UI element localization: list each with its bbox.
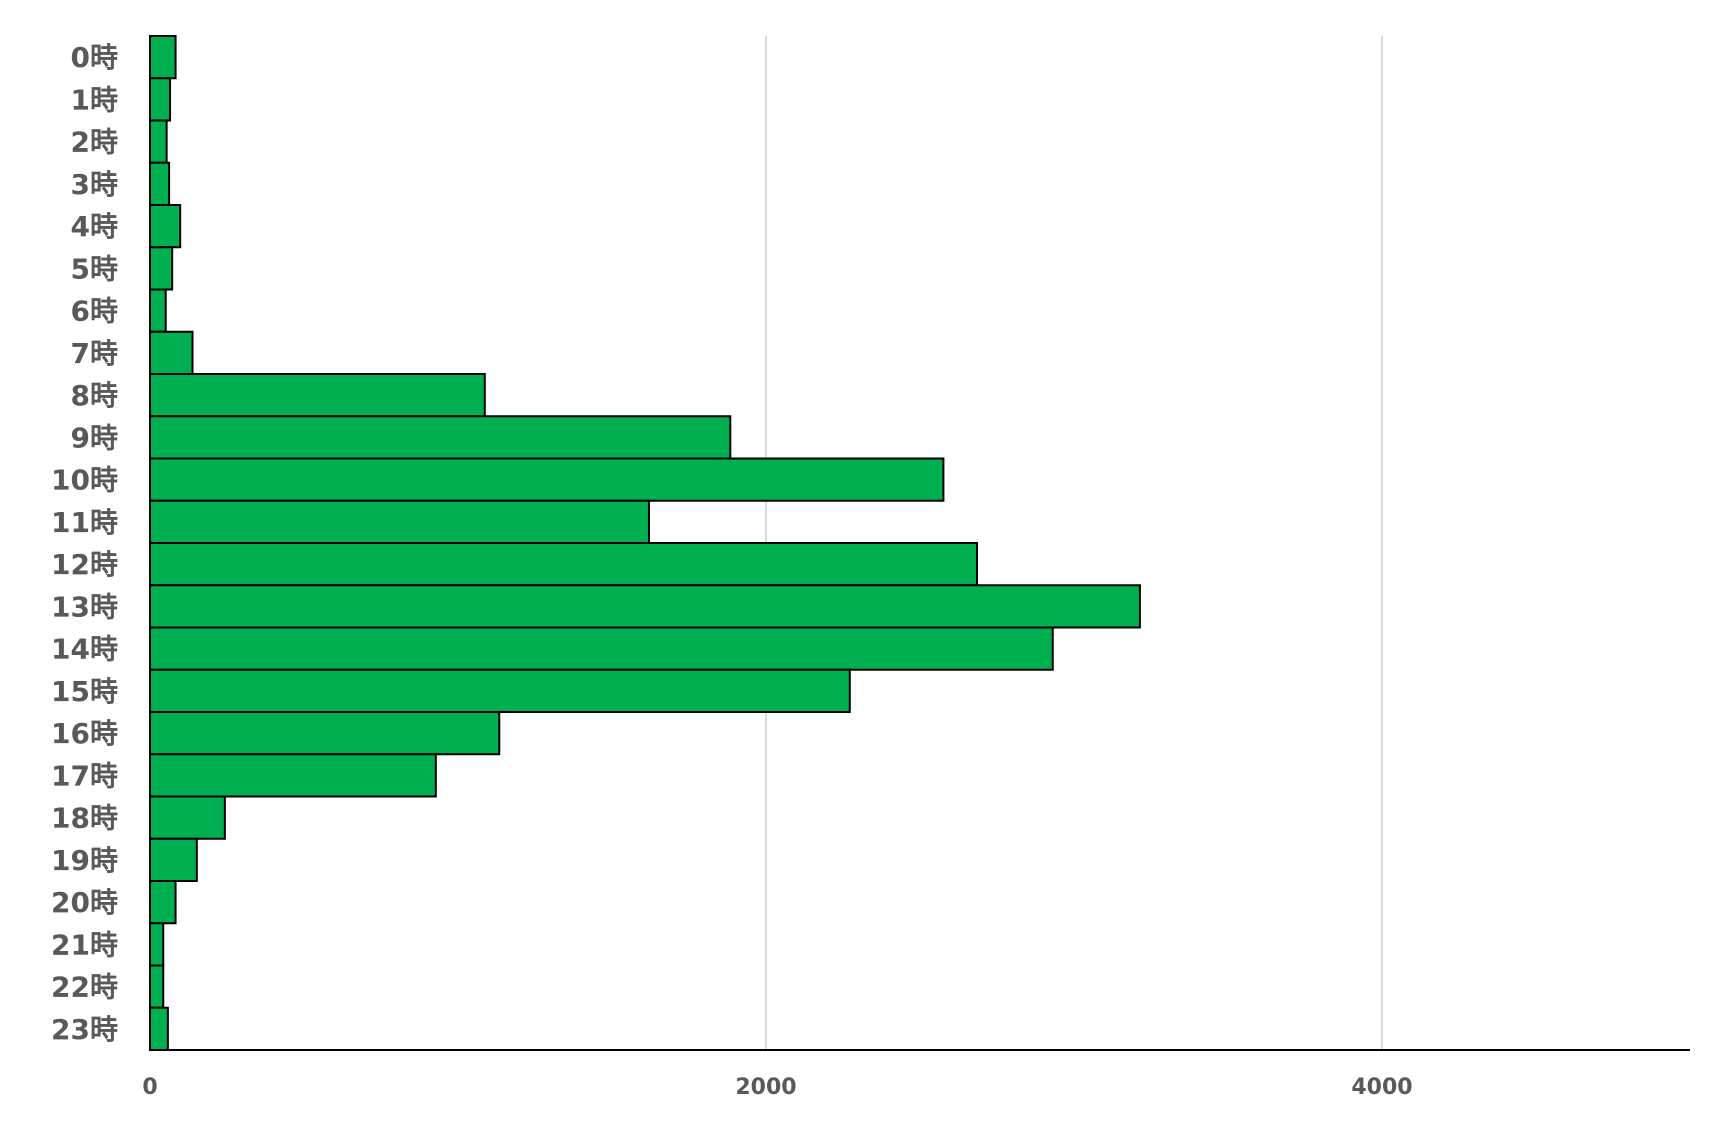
y-tick-label: 19時 <box>51 844 118 877</box>
bar <box>149 77 172 122</box>
bar <box>149 119 168 164</box>
y-tick-label: 6時 <box>71 295 118 328</box>
y-tick-label: 20時 <box>51 886 118 919</box>
y-tick-label: 5時 <box>71 252 118 285</box>
y-tick-label: 1時 <box>71 83 118 116</box>
bar <box>149 668 851 713</box>
bar <box>149 964 165 1009</box>
x-tick-label: 4000 <box>1351 1075 1412 1100</box>
y-tick-label: 14時 <box>51 633 118 666</box>
bar <box>149 457 945 502</box>
y-tick-label: 13時 <box>51 590 118 623</box>
y-tick-label: 22時 <box>51 971 118 1004</box>
y-tick-label: 4時 <box>71 210 118 243</box>
y-tick-label: 17時 <box>51 759 118 792</box>
bar <box>149 542 978 587</box>
y-tick-label: 12時 <box>51 548 118 581</box>
y-tick-label: 15時 <box>51 675 118 708</box>
y-tick-label: 10時 <box>51 464 118 497</box>
bar <box>149 1006 169 1051</box>
bar <box>149 626 1054 671</box>
bar <box>149 795 226 840</box>
y-tick-label: 8時 <box>71 379 118 412</box>
bar <box>149 415 732 460</box>
y-tick-label: 7時 <box>71 337 118 370</box>
y-tick-label: 16時 <box>51 717 118 750</box>
bar <box>149 204 182 249</box>
bar <box>149 711 501 756</box>
bar <box>149 584 1141 629</box>
x-tick-label: 2000 <box>735 1075 796 1100</box>
y-tick-label: 11時 <box>51 506 118 539</box>
y-tick-label: 21時 <box>51 928 118 961</box>
y-tick-label: 9時 <box>71 421 118 454</box>
bar <box>149 880 177 925</box>
y-tick-label: 18時 <box>51 802 118 835</box>
y-tick-label: 23時 <box>51 1013 118 1046</box>
bar <box>149 288 167 333</box>
bar <box>149 161 171 206</box>
bar <box>149 246 174 291</box>
y-tick-label: 0時 <box>71 41 118 74</box>
y-tick-label: 3時 <box>71 168 118 201</box>
bar <box>149 922 165 967</box>
bar <box>149 373 486 418</box>
bar <box>149 499 650 544</box>
bar <box>149 753 437 798</box>
bar <box>149 837 198 882</box>
bar <box>149 35 177 80</box>
y-tick-label: 2時 <box>71 126 118 159</box>
bar <box>149 330 194 375</box>
x-tick-label: 0 <box>142 1075 157 1100</box>
